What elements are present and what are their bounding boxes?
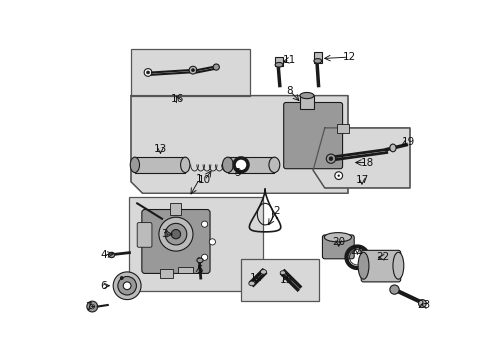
Circle shape xyxy=(113,272,141,300)
Circle shape xyxy=(201,254,208,260)
Text: 17: 17 xyxy=(355,175,368,185)
Bar xyxy=(337,124,349,133)
Circle shape xyxy=(209,239,216,245)
Bar xyxy=(170,203,181,215)
Text: 2: 2 xyxy=(273,206,280,216)
Text: 8: 8 xyxy=(287,86,293,96)
Bar xyxy=(177,266,193,273)
Text: 18: 18 xyxy=(361,158,374,167)
Ellipse shape xyxy=(280,271,286,275)
Circle shape xyxy=(192,69,195,72)
Ellipse shape xyxy=(314,59,321,63)
Ellipse shape xyxy=(324,233,351,242)
Circle shape xyxy=(123,282,131,289)
Bar xyxy=(160,269,173,278)
Ellipse shape xyxy=(358,252,369,279)
FancyBboxPatch shape xyxy=(142,210,210,274)
Text: 20: 20 xyxy=(332,237,345,247)
Bar xyxy=(129,197,263,291)
Circle shape xyxy=(90,304,95,309)
Ellipse shape xyxy=(390,285,399,294)
Polygon shape xyxy=(313,128,410,188)
Text: 14: 14 xyxy=(250,273,263,283)
Text: 1: 1 xyxy=(196,175,202,184)
Ellipse shape xyxy=(181,157,190,172)
Circle shape xyxy=(335,172,343,180)
Ellipse shape xyxy=(249,281,255,286)
Circle shape xyxy=(147,71,149,74)
Ellipse shape xyxy=(269,157,280,172)
Ellipse shape xyxy=(393,252,404,279)
Circle shape xyxy=(189,66,197,74)
Circle shape xyxy=(172,230,181,239)
Bar xyxy=(131,49,249,95)
Circle shape xyxy=(159,217,193,251)
Bar xyxy=(275,57,283,66)
Text: 19: 19 xyxy=(402,137,415,147)
Ellipse shape xyxy=(130,157,140,172)
Ellipse shape xyxy=(197,258,203,263)
Bar xyxy=(135,157,185,172)
Circle shape xyxy=(213,64,220,70)
Text: 10: 10 xyxy=(198,175,211,185)
Text: 21: 21 xyxy=(351,246,364,256)
Ellipse shape xyxy=(120,276,123,280)
Bar xyxy=(314,53,321,63)
Bar xyxy=(241,259,318,301)
Circle shape xyxy=(118,276,136,295)
Ellipse shape xyxy=(260,270,267,274)
Text: 6: 6 xyxy=(100,281,107,291)
Circle shape xyxy=(338,175,340,177)
Text: 9: 9 xyxy=(235,167,241,177)
Bar xyxy=(228,157,274,172)
Text: 23: 23 xyxy=(417,300,431,310)
Text: 3: 3 xyxy=(161,229,168,239)
Circle shape xyxy=(326,154,336,163)
Ellipse shape xyxy=(108,252,115,258)
FancyBboxPatch shape xyxy=(284,103,343,169)
Text: 7: 7 xyxy=(85,302,92,311)
FancyBboxPatch shape xyxy=(361,250,401,282)
Text: 15: 15 xyxy=(279,275,293,285)
Text: 5: 5 xyxy=(196,265,202,275)
Ellipse shape xyxy=(275,62,283,67)
Ellipse shape xyxy=(234,158,248,172)
Circle shape xyxy=(201,221,208,227)
FancyBboxPatch shape xyxy=(137,222,152,247)
Text: 4: 4 xyxy=(100,250,107,260)
Text: 22: 22 xyxy=(376,252,390,262)
Ellipse shape xyxy=(222,157,233,172)
Ellipse shape xyxy=(390,144,396,152)
Text: 16: 16 xyxy=(171,94,184,104)
Circle shape xyxy=(87,301,98,312)
Circle shape xyxy=(329,157,333,161)
Circle shape xyxy=(418,300,426,307)
Circle shape xyxy=(144,69,152,76)
Text: 11: 11 xyxy=(283,55,296,65)
Bar xyxy=(300,95,314,109)
FancyBboxPatch shape xyxy=(322,235,354,259)
Polygon shape xyxy=(131,95,348,193)
Text: 12: 12 xyxy=(343,52,356,62)
Circle shape xyxy=(165,223,187,245)
Ellipse shape xyxy=(300,93,314,99)
Text: 13: 13 xyxy=(154,144,167,154)
